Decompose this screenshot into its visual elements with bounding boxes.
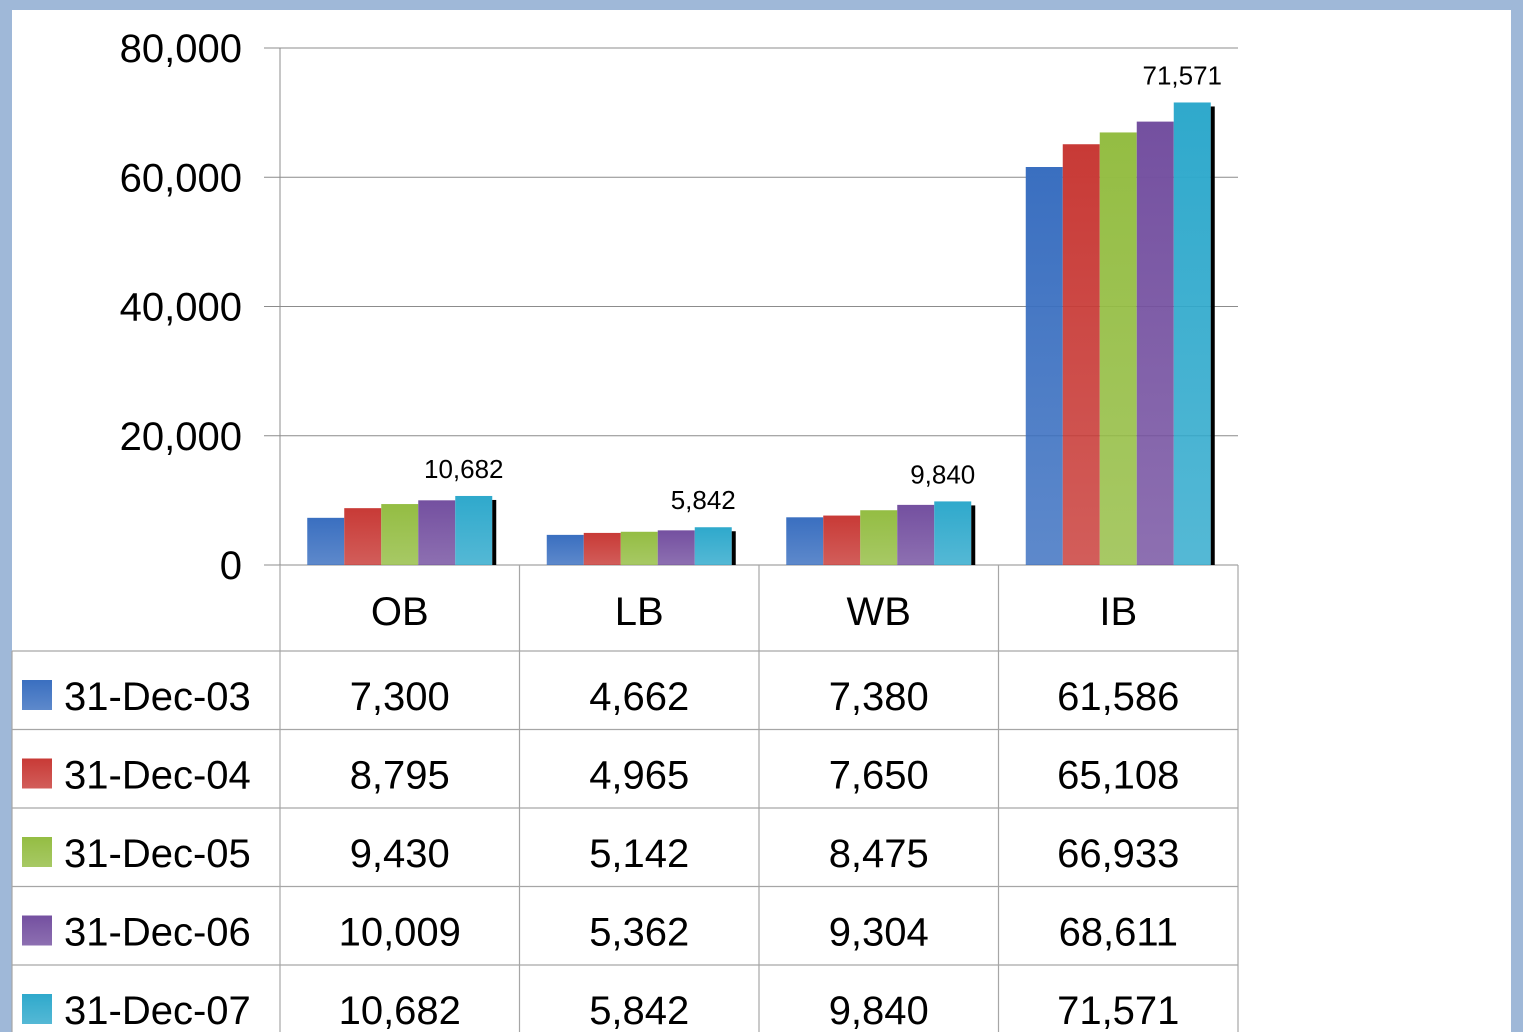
bar-IB-31-Dec-06 <box>1136 121 1174 565</box>
table-cell: 9,430 <box>350 832 450 876</box>
category-label: IB <box>1099 590 1137 634</box>
bar-WB-31-Dec-04 <box>823 515 861 565</box>
y-tick-label: 0 <box>220 544 242 588</box>
data-label: 71,571 <box>1142 60 1222 90</box>
bar-OB-31-Dec-05 <box>381 504 419 565</box>
bar-OB-31-Dec-04 <box>344 508 382 565</box>
bars <box>307 102 1215 565</box>
table-cell: 7,300 <box>350 675 450 719</box>
legend-swatch <box>22 837 52 867</box>
table-cell: 68,611 <box>1059 911 1178 955</box>
bar-IB-31-Dec-04 <box>1062 144 1100 565</box>
table-cell: 10,009 <box>339 911 461 955</box>
table-cell: 5,842 <box>589 989 689 1032</box>
bar-IB-31-Dec-05 <box>1099 132 1137 565</box>
bar-IB-31-Dec-07 <box>1173 102 1211 565</box>
bar-OB-31-Dec-06 <box>418 500 456 565</box>
bar-IB-31-Dec-03 <box>1025 167 1063 565</box>
y-tick-label: 60,000 <box>120 156 242 200</box>
bar-shadow <box>1210 106 1215 565</box>
legend-swatch <box>22 994 52 1024</box>
data-labels: 10,682 5,842 9,840 71,571 <box>424 60 1222 515</box>
data-label: 9,840 <box>910 459 975 489</box>
bar-LB-31-Dec-03 <box>546 534 584 565</box>
bar-shadow <box>971 505 976 565</box>
table-cell: 9,840 <box>829 989 929 1032</box>
table-cell: 5,142 <box>589 832 689 876</box>
data-table: OB LB WB IB 31-Dec-03 7,300 4,662 7,380 61,586 31… <box>11 565 1239 1032</box>
table-cell: 66,933 <box>1057 832 1179 876</box>
table-cell: 71,571 <box>1057 989 1179 1032</box>
y-tick-label: 80,000 <box>120 27 242 71</box>
bar-shadow <box>492 499 497 565</box>
bar-shadow <box>731 531 736 565</box>
bar-WB-31-Dec-07 <box>934 501 972 565</box>
legend-label: 31-Dec-07 <box>64 989 251 1032</box>
table-cell: 7,380 <box>829 675 929 719</box>
bar-OB-31-Dec-03 <box>307 517 345 565</box>
table-cell: 8,795 <box>350 754 450 798</box>
y-tick-label: 20,000 <box>120 415 242 459</box>
data-label: 5,842 <box>671 485 736 515</box>
bar-WB-31-Dec-06 <box>897 504 935 565</box>
bar-WB-31-Dec-05 <box>860 510 898 565</box>
bar-WB-31-Dec-03 <box>786 517 824 565</box>
category-label: OB <box>371 590 429 634</box>
table-cell: 10,682 <box>339 989 461 1032</box>
legend-label: 31-Dec-05 <box>64 832 251 876</box>
table-cell: 4,662 <box>589 675 689 719</box>
bar-LB-31-Dec-05 <box>620 531 658 565</box>
table-cell: 8,475 <box>829 832 929 876</box>
y-tick-label: 40,000 <box>120 286 242 330</box>
table-cell: 7,650 <box>829 754 929 798</box>
table-cell: 5,362 <box>589 911 689 955</box>
legend-swatch <box>22 758 52 789</box>
bar-LB-31-Dec-06 <box>657 530 695 565</box>
legend-label: 31-Dec-04 <box>64 754 251 798</box>
legend-swatch <box>22 680 52 710</box>
y-axis: 0 20,000 40,000 60,000 80,000 <box>120 27 281 588</box>
bar-OB-31-Dec-07 <box>455 495 493 565</box>
table-cell: 4,965 <box>589 754 689 798</box>
category-label: LB <box>615 590 664 634</box>
legend-swatch <box>22 915 52 946</box>
data-label: 10,682 <box>424 454 504 484</box>
bar-LB-31-Dec-04 <box>583 532 621 565</box>
table-cell: 61,586 <box>1057 675 1179 719</box>
table-cell: 65,108 <box>1057 754 1179 798</box>
legend-label: 31-Dec-03 <box>64 675 251 719</box>
chart-frame <box>12 10 1511 1032</box>
category-label: WB <box>847 590 911 634</box>
table-cell: 9,304 <box>829 911 929 955</box>
legend-label: 31-Dec-06 <box>64 911 251 955</box>
bar-LB-31-Dec-07 <box>694 527 732 565</box>
